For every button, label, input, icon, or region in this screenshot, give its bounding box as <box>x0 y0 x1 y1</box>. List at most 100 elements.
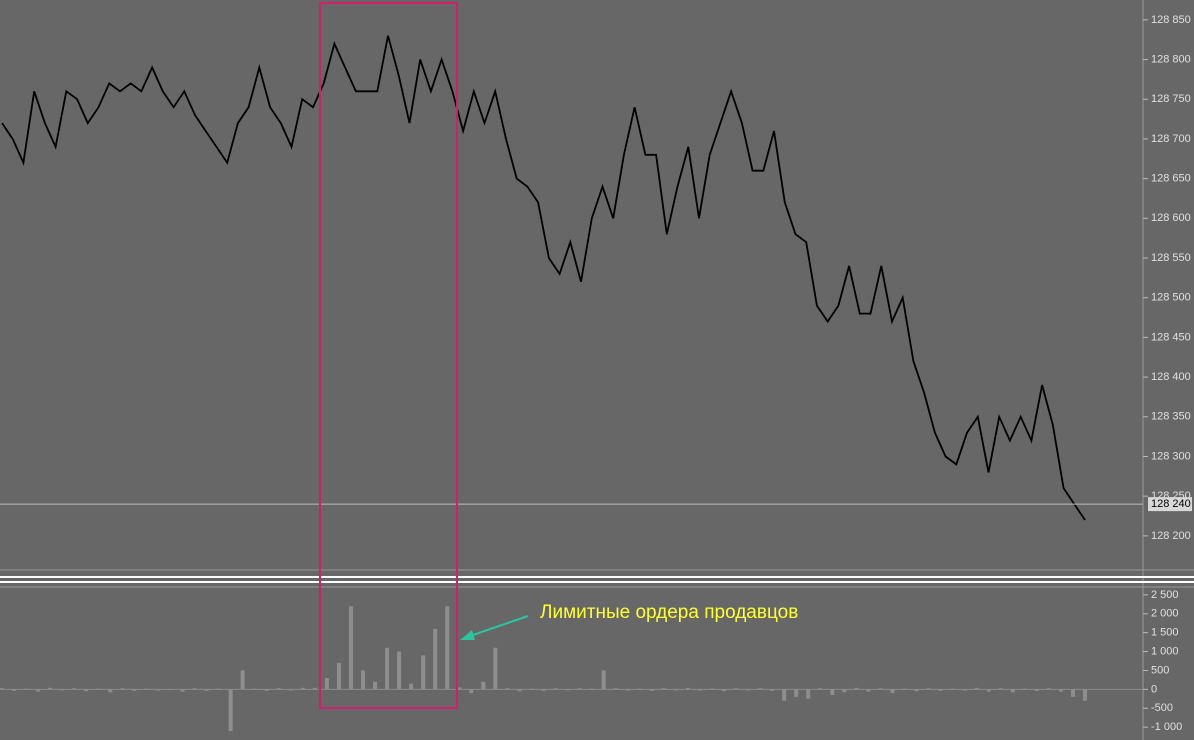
bar <box>818 688 823 690</box>
bar <box>1022 688 1027 690</box>
bar <box>336 662 341 690</box>
price-line <box>1 35 1086 521</box>
bar <box>794 689 799 697</box>
bar <box>878 688 883 690</box>
bar <box>601 670 606 690</box>
bar <box>685 687 690 690</box>
y-tick-label: 128 800 <box>1151 53 1191 65</box>
bar <box>854 687 859 690</box>
annotation: Лимитные ордера продавцов <box>540 602 798 623</box>
bar <box>722 689 726 692</box>
y-tick-label: 2 500 <box>1151 589 1179 601</box>
bar <box>36 689 41 692</box>
bar <box>697 689 702 691</box>
bar <box>902 688 907 690</box>
bar <box>986 689 991 692</box>
bar <box>373 681 378 690</box>
bar <box>276 688 281 690</box>
y-tick-label: 0 <box>1151 683 1157 695</box>
bar <box>577 688 582 690</box>
bar <box>108 689 113 693</box>
bar <box>806 689 811 699</box>
bar <box>962 689 967 691</box>
bar <box>1046 688 1051 690</box>
bar <box>998 688 1003 690</box>
bar <box>144 688 149 690</box>
bar <box>625 689 630 691</box>
bar <box>156 689 161 691</box>
bar <box>192 688 197 690</box>
y-tick-label: 128 850 <box>1151 14 1191 26</box>
bar <box>60 689 65 691</box>
bar <box>565 689 570 691</box>
y-tick-label: 128 300 <box>1151 450 1191 462</box>
bar <box>830 689 835 696</box>
bar <box>938 689 943 691</box>
y-tick-label: 128 200 <box>1151 530 1191 542</box>
bar <box>890 689 895 694</box>
bar <box>397 651 402 690</box>
y-tick-label: 128 650 <box>1151 173 1191 185</box>
bar <box>1010 689 1015 693</box>
bar <box>288 689 293 691</box>
y-tick-label: 500 <box>1151 664 1169 676</box>
y-tick-label: -1 000 <box>1151 721 1182 733</box>
y-tick-label: 128 750 <box>1151 93 1191 105</box>
bar <box>770 689 775 691</box>
bar <box>553 688 558 690</box>
bar <box>445 606 450 690</box>
bar <box>240 670 245 690</box>
bar <box>734 688 739 690</box>
y-tick-label: 128 400 <box>1151 371 1191 383</box>
bar <box>505 688 510 690</box>
bar <box>84 689 89 692</box>
bar <box>385 647 390 690</box>
bar <box>132 689 137 691</box>
y-tick-label: 128 450 <box>1151 331 1191 343</box>
annotation-arrowhead <box>460 630 475 640</box>
bar <box>348 606 353 690</box>
bar <box>589 688 594 690</box>
bar <box>709 688 714 690</box>
y-tick-label: 128 700 <box>1151 133 1191 145</box>
bar <box>204 689 209 691</box>
y-tick-label: 1 500 <box>1151 627 1179 639</box>
bar <box>493 647 498 690</box>
bar <box>421 655 426 690</box>
bar <box>312 687 317 690</box>
y-tick-label: -500 <box>1151 702 1173 714</box>
bar <box>120 688 125 690</box>
bar <box>746 689 751 691</box>
y-tick-label: 128 500 <box>1151 292 1191 304</box>
bar <box>180 689 185 692</box>
y-tick-label: 1 000 <box>1151 645 1179 657</box>
bar <box>758 688 763 690</box>
last-price-label: 128 240 <box>1151 498 1191 510</box>
bar <box>541 689 546 691</box>
bar <box>866 689 871 692</box>
bar <box>264 689 269 691</box>
last-price-box <box>1148 497 1192 512</box>
bar <box>12 689 17 691</box>
bar <box>926 688 931 690</box>
bar <box>0 688 4 690</box>
bar <box>637 688 642 690</box>
bar <box>96 688 101 690</box>
bar <box>361 670 365 690</box>
bar <box>914 689 919 692</box>
bar <box>72 688 77 690</box>
y-tick-label: 2 000 <box>1151 608 1179 620</box>
bar <box>433 628 438 690</box>
bar <box>649 689 654 691</box>
bar <box>1034 689 1039 691</box>
bar <box>529 688 534 690</box>
annotation-arrow <box>469 615 529 637</box>
highlight-box <box>319 2 458 709</box>
bar <box>469 689 474 694</box>
bar <box>324 678 329 690</box>
bar <box>517 689 522 692</box>
bar <box>613 688 618 690</box>
